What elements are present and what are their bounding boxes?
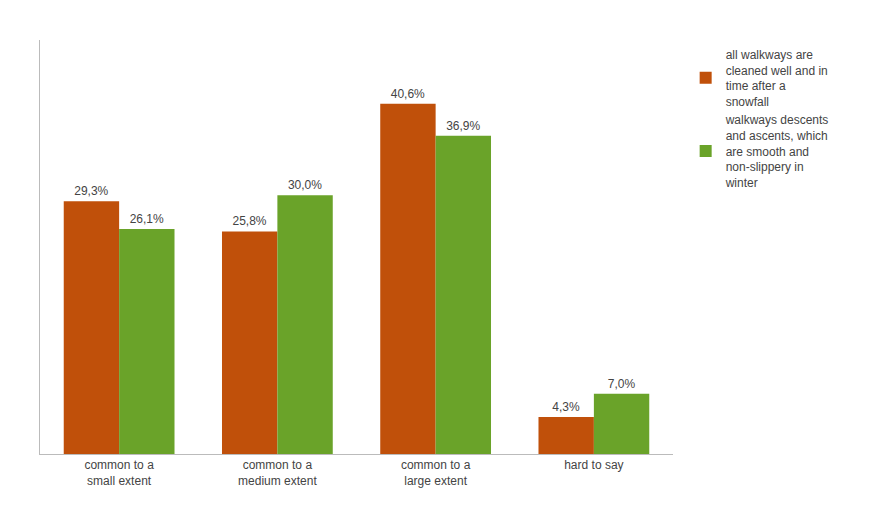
svg-text:4,3%: 4,3% bbox=[552, 400, 580, 414]
svg-text:common to alarge extent: common to alarge extent bbox=[401, 458, 471, 488]
svg-text:25,8%: 25,8% bbox=[233, 214, 267, 228]
svg-text:30,0%: 30,0% bbox=[288, 178, 322, 192]
svg-text:29,3%: 29,3% bbox=[74, 184, 108, 198]
svg-text:40,6%: 40,6% bbox=[391, 87, 425, 101]
svg-text:common to asmall extent: common to asmall extent bbox=[84, 458, 154, 488]
svg-text:all walkways arecleaned well a: all walkways arecleaned well and intime … bbox=[726, 48, 828, 109]
svg-text:7,0%: 7,0% bbox=[608, 377, 636, 391]
svg-text:hard to say: hard to say bbox=[564, 458, 623, 472]
svg-text:walkways descentsand ascents,: walkways descentsand ascents, whichare s… bbox=[725, 113, 829, 189]
svg-text:common to amedium extent: common to amedium extent bbox=[238, 458, 317, 488]
svg-text:26,1%: 26,1% bbox=[130, 212, 164, 226]
svg-text:36,9%: 36,9% bbox=[446, 119, 480, 133]
